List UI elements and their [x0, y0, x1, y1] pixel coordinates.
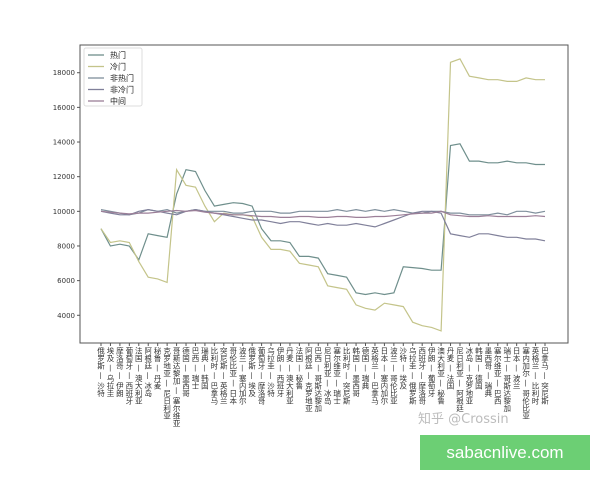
x-tick-label: 波兰 — 哥伦比亚 — [389, 347, 399, 405]
series-line-4 — [100, 209, 546, 218]
y-tick-label: 4000 — [57, 312, 75, 320]
plot-frame — [79, 44, 569, 344]
y-tick-label: 12000 — [53, 173, 75, 181]
x-tick-label: 比利时 — 巴拿马 — [209, 347, 219, 405]
y-tick-label: 16000 — [53, 104, 75, 112]
x-tick-label: 埃及 — 乌拉圭 — [105, 347, 115, 397]
x-tick-label: 尼日利亚 — 冰岛 — [323, 347, 333, 405]
x-tick-label: 瑞典 — 韩国 — [200, 347, 210, 390]
y-axis: 4000 6000 8000 10000 12000 14000 16000 18000 — [53, 69, 80, 320]
x-tick-label: 秘鲁 — 丹麦 — [153, 347, 163, 390]
y-tick-label: 10000 — [53, 208, 75, 216]
x-tick-label: 乌拉圭 — 俄罗斯 — [408, 347, 418, 405]
x-tick-label: 墨西哥 — 瑞典 — [483, 347, 493, 397]
x-tick-label: 英格兰 — 巴拿马 — [370, 347, 380, 405]
legend-label: 非冷门 — [110, 85, 134, 95]
x-tick-label: 巴拿马 — 突尼斯 — [540, 347, 550, 405]
x-tick-label: 丹麦 — 法国 — [446, 347, 456, 390]
site-banner[interactable]: sabacnlive.com — [420, 435, 590, 470]
x-tick-label: 葡萄牙 — 西班牙 — [124, 347, 134, 405]
y-tick-label: 8000 — [57, 242, 75, 250]
y-tick-label: 18000 — [53, 69, 75, 77]
x-tick-label: 冰岛 — 克罗地亚 — [464, 347, 474, 405]
x-tick-label: 克罗地亚 — 尼日利亚 — [162, 347, 172, 420]
x-tick-label: 哥伦比亚 — 日本 — [228, 347, 238, 405]
x-tick-label: 摩洛哥 — 伊朗 — [115, 347, 125, 397]
x-tick-label: 波兰 — 塞内加尔 — [238, 347, 248, 405]
x-tick-label: 伊朗 — 葡萄牙 — [427, 347, 437, 397]
x-tick-label: 塞尔维亚 — 瑞士 — [332, 347, 342, 405]
legend-label: 热门 — [110, 50, 126, 60]
series-line-2 — [100, 208, 546, 216]
x-tick-label: 日本 — 波兰 — [512, 347, 522, 390]
x-tick-label: 韩国 — 德国 — [474, 347, 484, 390]
x-tick-label: 韩国 — 墨西哥 — [351, 347, 361, 397]
x-tick-label: 突尼斯 — 英格兰 — [219, 347, 229, 405]
x-tick-label: 丹麦 — 澳大利亚 — [285, 347, 295, 405]
x-tick-label: 澳大利亚 — 秘鲁 — [436, 347, 446, 405]
series-line-1 — [100, 58, 545, 332]
x-tick-label: 法国 — 秘鲁 — [294, 347, 304, 390]
x-tick-label: 沙特 — 埃及 — [398, 347, 408, 390]
x-tick-label: 哥斯达黎加 — 塞尔维亚 — [172, 347, 182, 427]
series-line-3 — [100, 208, 546, 242]
legend-label: 冷门 — [110, 62, 126, 72]
x-tick-label: 伊朗 — 西班牙 — [275, 347, 285, 397]
x-tick-label: 巴西 — 哥斯达黎加 — [313, 347, 323, 412]
x-tick-label: 德国 — 瑞典 — [361, 347, 370, 390]
x-axis — [100, 343, 546, 346]
x-tick-label: 德国 — 墨西哥 — [181, 347, 191, 397]
x-tick-label: 塞尔维亚 — 巴西 — [493, 347, 503, 405]
x-tick-label: 日本 — 塞内加尔 — [379, 347, 389, 405]
x-tick-label: 瑞士 — 哥斯达黎加 — [502, 347, 512, 412]
x-tick-label: 巴西 — 瑞士 — [190, 347, 200, 390]
x-tick-label: 法国 — 澳大利亚 — [134, 347, 144, 405]
series-line-0 — [100, 143, 545, 296]
x-tick-label: 西班牙 — 摩洛哥 — [417, 347, 427, 405]
x-tick-label: 阿根廷 — 克罗地亚 — [304, 347, 314, 412]
x-tick-label: 尼日利亚 — 阿根廷 — [455, 347, 465, 412]
x-tick-label: 比利时 — 突尼斯 — [342, 347, 352, 405]
x-tick-label: 塞内加尔 — 哥伦比亚 — [521, 347, 531, 420]
legend-label: 非热门 — [110, 73, 134, 83]
series-lines — [100, 58, 546, 332]
x-tick-label: 俄罗斯 — 埃及 — [247, 347, 257, 397]
legend-box — [83, 47, 143, 107]
x-tick-label: 乌拉圭 — 沙特 — [266, 347, 276, 397]
watermark: 知乎 @Crossin — [418, 412, 509, 427]
legend-label: 中间 — [110, 96, 126, 106]
x-tick-label: 英格兰 — 比利时 — [531, 347, 541, 405]
x-tick-label: 俄罗斯 — 沙特 — [96, 347, 106, 397]
y-tick-label: 14000 — [53, 139, 75, 147]
x-tick-label: 阿根廷 — 冰岛 — [143, 347, 153, 397]
x-tick-label: 葡萄牙 — 摩洛哥 — [257, 347, 267, 405]
y-tick-label: 6000 — [57, 277, 75, 285]
